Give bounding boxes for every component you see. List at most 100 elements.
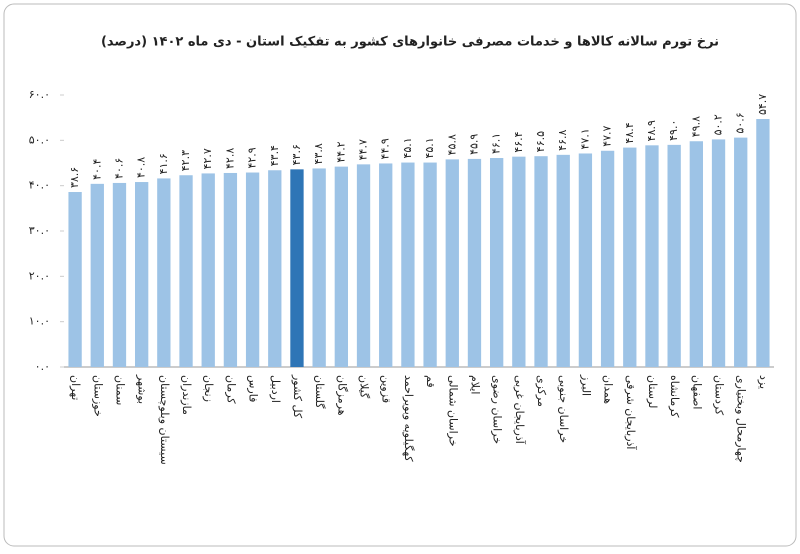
value-label: ۴۲.۷: [201, 148, 214, 169]
x-tick-label: اردبیل: [269, 375, 282, 403]
bar: [135, 182, 149, 367]
y-tick-label: ۶۰.۰: [29, 88, 50, 101]
x-tick-label: مازندران: [180, 375, 193, 415]
y-tick-label: ۵۰.۰: [29, 133, 50, 146]
chart-frame: [3, 3, 797, 547]
bar: [534, 156, 548, 367]
chart-title: نرخ تورم سالانه کالاها و خدمات مصرفی خان…: [101, 35, 719, 50]
x-tick-label: قزوین: [380, 375, 393, 403]
bar: [423, 162, 437, 367]
x-tick-label: قم: [424, 375, 437, 388]
bar: [334, 166, 348, 367]
x-tick-label: سمنان: [113, 375, 126, 405]
value-label: ۴۶.۵: [534, 131, 547, 152]
y-tick-label: ۱۰.۰: [29, 315, 50, 328]
x-tick-label: مرکزی: [535, 375, 548, 407]
bar: [356, 164, 371, 367]
x-tick-label: بوشهر: [136, 374, 149, 404]
bar: [711, 139, 726, 367]
bar: [223, 172, 238, 367]
bar: [112, 182, 127, 367]
x-tick-label: چهارمحال وبختیاری: [735, 375, 748, 463]
bar: [645, 145, 659, 367]
value-label: ۴۰.۸: [135, 157, 148, 178]
value-label: ۴۴.۲: [334, 141, 347, 162]
bar: [268, 170, 282, 367]
value-label: ۴۲.۳: [179, 150, 192, 171]
value-label: ۴۶.۴: [512, 131, 525, 152]
value-label: ۴۶.۸: [556, 130, 569, 151]
x-tick-label: خراسان شمالی: [446, 375, 459, 447]
value-label: ۵۴.۷: [756, 94, 769, 115]
x-tick-label: فارس: [247, 375, 260, 402]
x-tick-label: همدان: [602, 375, 615, 404]
value-label: ۴۵.۹: [467, 134, 480, 155]
x-tick-label: آذربایجان شرقی: [624, 375, 638, 450]
value-label: ۴۳.۸: [312, 143, 325, 164]
y-tick-label: ۲۰.۰: [29, 269, 50, 282]
value-label: ۴۲.۸: [223, 148, 236, 169]
bar: [179, 175, 193, 367]
value-label: ۴۶.۱: [490, 133, 503, 154]
bar: [512, 156, 526, 367]
y-tick-label: ۳۰.۰: [29, 224, 50, 237]
bar: [490, 158, 504, 367]
bar: [734, 137, 748, 367]
value-label: ۴۷.۱: [578, 128, 591, 149]
x-tick-label: سیستان وبلوچستان: [158, 375, 171, 465]
x-tick-label: هرمزگان: [335, 375, 348, 416]
value-label: ۴۷.۷: [601, 125, 614, 146]
bar: [201, 173, 215, 367]
bar: [689, 141, 703, 367]
bar: [578, 153, 593, 367]
value-label: ۴۳.۶: [290, 144, 303, 165]
x-tick-label: کل کشور: [291, 374, 304, 419]
bar: [667, 144, 681, 367]
x-tick-label: زنجان: [202, 375, 215, 402]
bar: [379, 163, 393, 367]
bar: [445, 159, 459, 367]
value-label: ۳۸.۶: [68, 167, 81, 188]
bar: [290, 169, 304, 367]
value-label: ۴۴.۹: [379, 138, 392, 159]
bar: [756, 119, 770, 367]
bar: [68, 192, 82, 367]
value-label: ۴۴.۷: [357, 139, 370, 160]
x-tick-label: کرمان: [224, 375, 237, 404]
value-label: ۴۳.۴: [268, 145, 281, 166]
bar: [245, 172, 260, 367]
x-tick-label: آذربایجان غربی: [513, 375, 527, 445]
value-label: ۴۰.۶: [112, 158, 125, 179]
x-tick-label: یزد: [757, 375, 770, 389]
value-label: ۴۵.۱: [401, 137, 414, 158]
value-label: ۵۰.۶: [734, 112, 747, 133]
bar: [600, 150, 615, 367]
x-tick-label: گلستان: [313, 375, 326, 409]
value-label: ۵۰.۲: [712, 114, 725, 135]
bar: [467, 158, 482, 367]
x-tick-label: کهگیلویه وبویراحمد: [402, 375, 415, 462]
bar: [157, 178, 171, 367]
x-tick-label: کرمانشاه: [668, 375, 681, 418]
x-tick-label: گیلان: [358, 375, 371, 399]
bar: [90, 183, 104, 367]
x-tick-label: لرستان: [646, 375, 659, 408]
x-tick-label: کردستان: [713, 375, 726, 416]
x-tick-label: البرز: [579, 374, 592, 396]
value-label: ۴۹.۸: [689, 116, 702, 137]
x-tick-label: خوزستان: [91, 375, 104, 417]
x-tick-label: ایلام: [468, 375, 481, 395]
x-tick-label: اصفهان: [690, 375, 703, 409]
value-label: ۴۱.۶: [157, 153, 170, 174]
value-label: ۴۵.۸: [445, 134, 458, 155]
value-label: ۴۲.۹: [246, 147, 259, 168]
x-tick-label: تهران: [69, 375, 82, 400]
bar: [556, 154, 570, 367]
value-label: ۴۵.۱: [423, 137, 436, 158]
y-tick-label: ۰.۰: [35, 360, 50, 373]
x-tick-label: خراسان جنوبی: [557, 375, 570, 443]
bar: [623, 147, 637, 367]
bar: [312, 168, 326, 367]
value-label: ۴۰.۴: [90, 159, 103, 180]
